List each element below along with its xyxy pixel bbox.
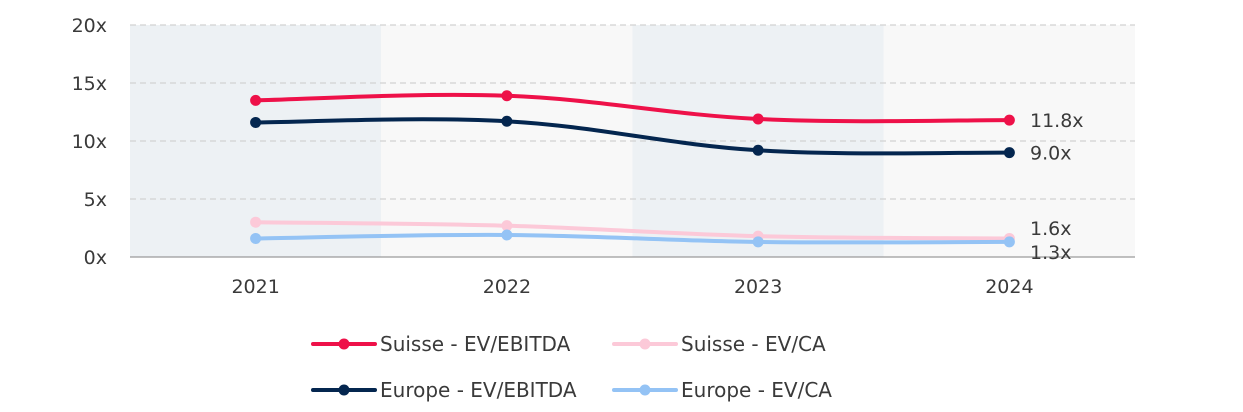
legend-swatch-dot — [338, 384, 350, 396]
legend-swatch-dot — [639, 384, 651, 396]
data-point — [1003, 147, 1015, 159]
x-tick-label: 2023 — [734, 276, 782, 298]
y-tick-label: 15x — [72, 73, 107, 95]
series-line — [253, 92, 1012, 124]
x-tick-label: 2022 — [483, 276, 531, 298]
legend-swatch-dot — [639, 338, 651, 350]
y-tick-label: 10x — [72, 131, 107, 153]
data-point — [752, 236, 764, 248]
end-label: 1.6x — [1030, 218, 1071, 240]
end-label: 11.8x — [1030, 110, 1084, 132]
data-point — [752, 144, 764, 156]
series-lines — [253, 92, 1012, 245]
series-line — [253, 232, 1012, 245]
data-point — [501, 220, 513, 232]
legend-item: Suisse - EV/CA — [612, 332, 826, 356]
data-point — [501, 229, 513, 241]
data-point — [250, 232, 262, 244]
series-line — [253, 220, 1012, 241]
legend-label: Suisse - EV/CA — [681, 332, 826, 356]
data-point — [501, 115, 513, 127]
y-axis-ticks: 0x 5x 10x 15x 20x — [72, 15, 107, 269]
data-point — [1003, 114, 1015, 126]
legend: Suisse - EV/EBITDA Suisse - EV/CA Europe -… — [311, 332, 832, 402]
end-label: 9.0x — [1030, 143, 1071, 165]
legend-label: Suisse - EV/EBITDA — [380, 332, 571, 356]
end-labels: 11.8x 9.0x 1.6x1.3x — [1030, 110, 1084, 264]
series-points — [250, 90, 1015, 248]
y-tick-label: 0x — [84, 247, 107, 269]
x-axis-ticks: 2021 2022 2023 2024 — [231, 276, 1033, 298]
end-label: 1.3x — [1030, 242, 1071, 264]
legend-label: Europe - EV/EBITDA — [380, 378, 577, 402]
data-point — [1003, 236, 1015, 248]
data-point — [501, 90, 513, 102]
data-point — [752, 113, 764, 125]
data-point — [250, 216, 262, 228]
y-tick-label: 20x — [72, 15, 107, 37]
legend-item: Europe - EV/EBITDA — [311, 378, 577, 402]
legend-item: Suisse - EV/EBITDA — [311, 332, 571, 356]
data-point — [250, 94, 262, 106]
gridlines — [130, 24, 1135, 258]
legend-label: Europe - EV/CA — [681, 378, 832, 402]
legend-item: Europe - EV/CA — [612, 378, 832, 402]
x-tick-label: 2024 — [985, 276, 1033, 298]
x-tick-label: 2021 — [231, 276, 279, 298]
series-line — [253, 117, 1012, 156]
y-tick-label: 5x — [84, 189, 107, 211]
legend-swatch-dot — [338, 338, 350, 350]
data-point — [250, 116, 262, 128]
